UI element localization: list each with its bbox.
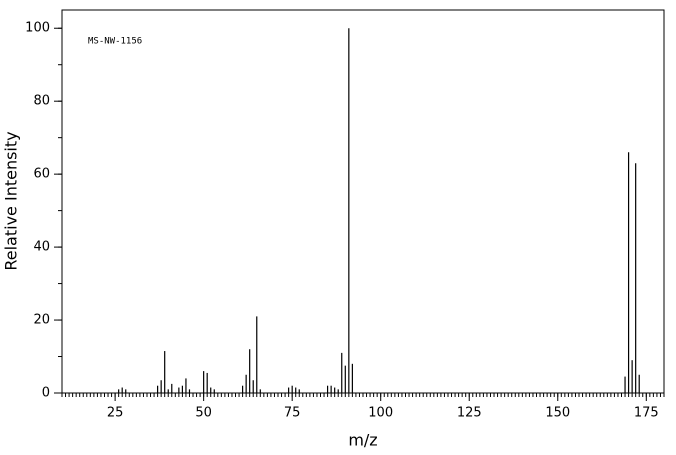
x-tick-label: 100 (368, 406, 393, 421)
x-tick-label: 25 (107, 406, 124, 421)
y-tick-label: 80 (33, 94, 50, 109)
y-tick-label: 40 (33, 240, 50, 255)
x-tick-label: 75 (284, 406, 301, 421)
plot-frame (61, 9, 665, 394)
y-tick-label: 20 (33, 313, 50, 328)
y-tick-label: 0 (42, 386, 50, 401)
x-axis-label: m/z (348, 431, 377, 450)
annotation: MS-NW-1156 (88, 37, 142, 47)
x-tick-label: 150 (545, 406, 570, 421)
y-axis-label: Relative Intensity (2, 131, 21, 270)
y-tick-label: 100 (25, 21, 50, 36)
y-tick-label: 60 (33, 167, 50, 182)
x-tick-label: 175 (634, 406, 659, 421)
x-tick-label: 125 (457, 406, 482, 421)
x-tick-label: 50 (195, 406, 212, 421)
